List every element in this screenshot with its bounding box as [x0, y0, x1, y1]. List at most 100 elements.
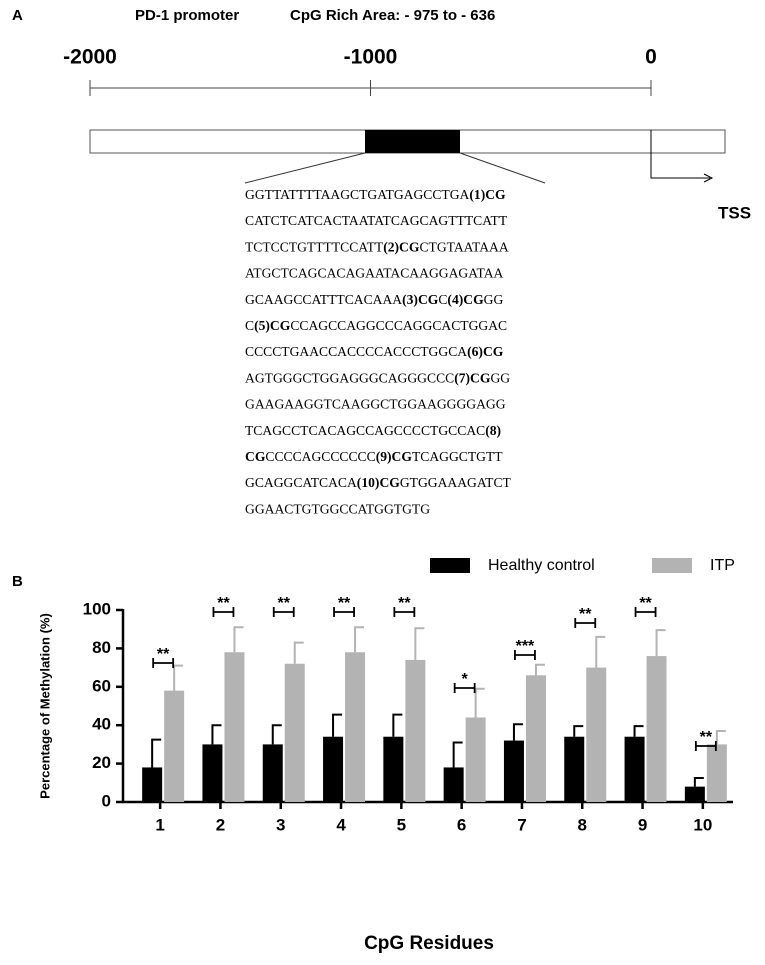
sequence-line: C(5)CGCCAGCCAGGCCCAGGCACTGGAC [245, 318, 507, 334]
sequence-line: GCAAGCCATTTCACAAA(3)CGC(4)CGGG [245, 292, 503, 308]
sequence-segment: CCAGCCAGGCCCAGGCACTGGAC [290, 318, 507, 333]
sequence-segment: ATGCTCAGCACAGAATACAAGGAGATAA [245, 266, 504, 281]
sequence-segment: CATCTCATCACTAATATCAGCAGTTTCATT [245, 213, 508, 228]
zoom-line [459, 152, 546, 184]
significance-label: ** [579, 606, 592, 623]
sequence-segment: AGTGGGCTGGAGGGCAGGGCCC [245, 371, 454, 386]
legend-swatch [430, 558, 470, 573]
bar [586, 667, 607, 802]
x-tick-label: 1 [155, 815, 164, 834]
panel-label: A [12, 7, 23, 24]
sequence-segment: (10)CG [357, 475, 400, 491]
sequence-line: TCTCCTGTTTTCCATT(2)CGCTGTAATAAA [245, 240, 509, 256]
error-bar [354, 626, 365, 653]
tss-arrowhead [703, 173, 714, 183]
promoter-title: PD-1 promoter [135, 7, 239, 24]
error-bar [655, 629, 666, 657]
significance-bracket [212, 607, 235, 617]
bar [443, 767, 464, 802]
significance-bracket [634, 607, 657, 617]
sequence-line: GAAGAAGGTCAAGGCTGGAAGGGGAGG [245, 397, 506, 412]
error-bar [151, 738, 162, 768]
error-bar [293, 641, 304, 664]
sequence-segment: TCAGCCTCACAGCCAGCCCCTGCCAC [245, 423, 485, 438]
error-bar [271, 724, 282, 745]
bar [383, 736, 404, 802]
legend-swatch [652, 558, 692, 573]
sequence-segment: C [245, 318, 254, 333]
error-bar [474, 687, 485, 718]
bar [525, 675, 546, 802]
bar [684, 786, 705, 802]
error-bar [414, 627, 425, 660]
y-tick-label: 40 [92, 715, 111, 734]
sequence-segment: (1)CG [469, 187, 506, 203]
sequence-line: GGAACTGTGGCCATGGTGTG [245, 502, 430, 517]
x-tick-label: 9 [638, 815, 647, 834]
sequence-line: ATGCTCAGCACAGAATACAAGGAGATAA [245, 266, 504, 281]
sequence-segment: (3)CG [402, 292, 439, 308]
error-bar [173, 664, 184, 691]
sequence-line: GCAGGCATCACA(10)CGGTGGAAAGATCT [245, 475, 512, 491]
sequence-segment: CCCCTGAACCACCCCACCCTGGCA [245, 344, 467, 359]
error-bar [392, 713, 403, 737]
scale-tick-label: -2000 [63, 46, 117, 69]
sequence-line: AGTGGGCTGGAGGGCAGGGCCC(7)CGGG [245, 371, 510, 387]
error-bar [715, 729, 726, 745]
x-axis-label: CpG Residues [364, 933, 494, 954]
bar [624, 736, 645, 802]
tss-label: TSS [718, 203, 751, 222]
sequence-segment: (5)CG [254, 318, 291, 334]
significance-bracket [453, 683, 476, 693]
x-tick-label: 4 [336, 815, 346, 834]
legend-label: ITP [710, 557, 735, 574]
bar [465, 717, 486, 802]
panel-label: B [12, 573, 23, 590]
x-tick-label: 5 [397, 815, 406, 834]
significance-bracket [272, 607, 295, 617]
scale-tick-label: 0 [645, 46, 657, 69]
sequence-segment: CTGTAATAAA [419, 240, 508, 255]
sequence-segment: GAAGAAGGTCAAGGCTGGAAGGGGAGG [245, 397, 506, 412]
error-bar [693, 777, 704, 787]
x-tick-label: 8 [578, 815, 587, 834]
error-bar [233, 626, 244, 653]
zoom-line [244, 152, 366, 184]
significance-bracket [694, 741, 717, 751]
y-tick-label: 100 [83, 599, 111, 618]
sequence-line: CCCCTGAACCACCCCACCCTGGCA(6)CG [245, 344, 504, 360]
cpg-area-title: CpG Rich Area: - 975 to - 636 [290, 7, 495, 24]
sequence-segment: GCAAGCCATTTCACAAA [245, 292, 402, 307]
sequence-segment: GGAACTGTGGCCATGGTGTG [245, 502, 430, 517]
legend-label: Healthy control [488, 557, 595, 574]
bar [646, 656, 667, 802]
sequence-line: TCAGCCTCACAGCCAGCCCCTGCCAC(8) [245, 423, 501, 439]
bar [706, 744, 727, 802]
error-bar [512, 723, 523, 741]
bar [405, 659, 426, 802]
error-bar [633, 725, 644, 737]
scale-tick-label: -1000 [344, 46, 398, 69]
sequence-segment: (4)CG [447, 292, 484, 308]
sequence-segment: GG [484, 292, 504, 307]
sequence-segment: (7)CG [454, 371, 491, 387]
error-bar [595, 635, 606, 668]
significance-bracket [514, 650, 536, 660]
bar [323, 736, 344, 802]
sequence-line: CGCCCCAGCCCCCC(9)CGTCAGGCTGTT [245, 449, 503, 465]
y-tick-label: 60 [92, 676, 111, 695]
significance-label: * [462, 671, 469, 688]
bar [164, 690, 185, 802]
bar [284, 663, 305, 802]
bar [202, 744, 223, 802]
error-bar [332, 713, 343, 737]
y-axis-label: Percentage of Methylation (%) [37, 613, 52, 799]
sequence-line: GGTTATTTTAAGCTGATGAGCCTGA(1)CG [245, 187, 506, 203]
significance-bracket [152, 658, 175, 668]
x-tick-label: 2 [216, 815, 225, 834]
bar [345, 652, 366, 802]
sequence-segment: (8) [485, 423, 501, 439]
sequence-segment: (2)CG [383, 240, 420, 256]
sequence-segment: CG [245, 449, 266, 464]
